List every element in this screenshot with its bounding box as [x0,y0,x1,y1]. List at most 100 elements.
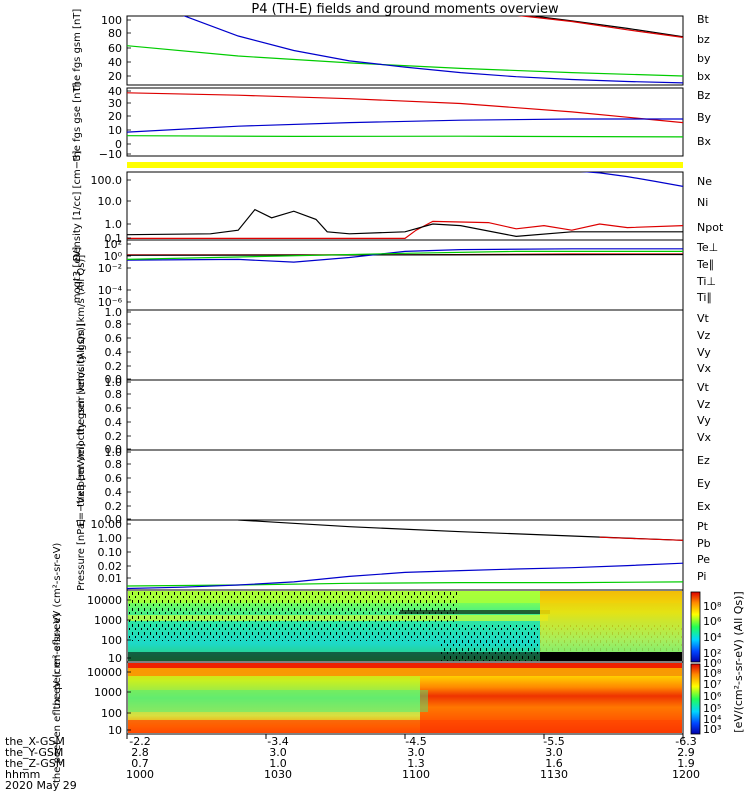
series-group-moqt3 [127,248,683,263]
legend-e-field-Ex: Ex [697,500,711,513]
footer-value-y: 3.0 [269,746,287,759]
series-group-pressure [127,520,683,590]
footer-value-z: 1.0 [269,757,287,770]
legend-peer-velocity-Vt: Vt [697,381,710,394]
panel-frame-e-field [126,449,684,521]
ytick-peir-velocity: 0.8 [105,318,123,331]
legend-peir-velocity-Vx: Vx [697,362,712,375]
series-pressure-Pt [238,520,683,541]
panel-frame-moqt3 [126,239,684,311]
legend-pressure-Pi: Pi [697,570,706,583]
ytick-peer-spectrogram: 10000 [87,666,122,679]
series-fgs-gsm-Bt [528,16,683,38]
ytick-moqt3: 10⁻⁴ [98,284,123,297]
ylabel-fgs-gse: the fgs gse [nT] [72,82,83,161]
ytick-fgs-gsm: 100 [101,14,122,27]
ytick-fgs-gsm: 20 [108,70,122,83]
ytick-e-field: 1.0 [105,446,123,459]
footer-value-z: 1.6 [545,757,563,770]
legend-fgs-gse-By: By [697,111,712,124]
ylabel-peir-spectrogram: the peir en eflux eV (cm²-s-sr-eV) [52,543,63,710]
ytick-fgs-gsm: 60 [108,42,122,55]
ytick-moqt3: 10⁰ [104,250,123,263]
ytick-peir-spectrogram: 1000 [94,614,122,627]
panel-frame-peir-velocity [126,309,684,381]
ytick-pressure: 0.01 [98,572,123,585]
ytick-fgs-gsm: 40 [108,56,122,69]
ylabel-density: Density [1/cc] [cm−3] [72,151,83,262]
colorbar-tick: 10⁴ [703,713,722,726]
ylabel-peer-spectrogram: the peer en eflux eV (cm²-s-sr-eV) [52,613,63,783]
ytick-moqt3: 10⁻² [98,262,122,275]
series-group-fgs-gsm [127,16,683,84]
legend-moqt3-Ti⊥: Ti⊥ [696,275,716,288]
legend-pressure-Pb: Pb [697,537,711,550]
ytick-peer-spectrogram: 100 [101,707,122,720]
ytick-pressure: 10.00 [91,518,123,531]
footer-value-time: 1000 [126,768,154,781]
colorbar-tick: 10⁰ [703,657,722,670]
ytick-fgs-gse: 0 [115,138,122,151]
ylabel-fgs-gsm: the fgs gsm [nT] [72,9,83,92]
legend-peir-velocity-Vt: Vt [697,312,710,325]
ytick-peer-velocity: 1.0 [105,376,123,389]
legend-fgs-gsm-by: by [697,52,711,65]
footer-value-time: 1030 [264,768,292,781]
legend-density-Ne: Ne [697,175,712,188]
series-pressure-Pi [127,562,683,590]
legend-pressure-Pt: Pt [697,520,709,533]
ytick-density: 0.1 [105,232,123,245]
series-fgs-gsm-bx [182,16,683,84]
footer-row-label: the_X-GSM [5,735,65,748]
ytick-fgs-gsm: 80 [108,27,122,40]
ytick-density: 1.0 [105,218,123,231]
footer-value-x: -2.2 [129,735,150,748]
footer-value-y: 3.0 [407,746,425,759]
ytick-peer-velocity: 0.6 [105,402,123,415]
footer-row-label: hhmm [5,768,40,781]
footer-value-z: 0.7 [131,757,149,770]
ytick-e-field: 0.0 [105,513,123,526]
legend-peir-velocity-Vz: Vz [697,329,711,342]
ylabel-peir-velocity: the peir velocity gsm [km/s (All Qs)] [76,255,87,436]
ytick-e-field: 0.2 [105,500,123,513]
legend-peer-velocity-Vy: Vy [697,414,711,427]
colorbar-tick: 10⁸ [703,667,722,680]
legend-fgs-gsm-Bt: Bt [697,13,710,26]
series-pressure-Pb [599,536,683,541]
ytick-fgs-gse: 40 [108,85,122,98]
ytick-peir-spectrogram: 10 [108,652,122,665]
ytick-fgs-gse: 20 [108,110,122,123]
footer-value-time: 1200 [672,768,700,781]
legend-e-field-Ez: Ez [697,454,710,467]
colorbar-tick: 10⁷ [703,678,721,691]
peir-spectrogram-image [128,591,682,661]
legend-fgs-gse-Bz: Bz [697,89,711,102]
legend-peir-velocity-Vy: Vy [697,346,711,359]
ytick-density: 10.0 [98,195,123,208]
ytick-e-field: 0.8 [105,458,123,471]
series-group-fgs-gse [127,92,683,138]
ytick-fgs-gse: 30 [108,97,122,110]
ytick-density: 100.0 [91,174,123,187]
y-axis-labels: the fgs gsm [nT] the fgs gse [nT] Densit… [52,9,87,783]
series-group-density [127,172,683,239]
legend-e-field-Ey: Ey [697,477,711,490]
footer-value-x: -4.5 [405,735,426,748]
data-lines [127,16,683,590]
legend-fgs-gsm-bz: bz [697,33,710,46]
colorbar-tick: 10⁶ [703,615,722,628]
legend-fgs-gsm-bx: bx [697,70,711,83]
ytick-peir-spectrogram: 100 [101,634,122,647]
legend-moqt3-Ti∥: Ti∥ [696,291,712,304]
panel-frame-pressure [126,519,684,591]
panel-frame-peer-velocity [126,379,684,451]
peer-spectrogram-image [128,663,682,733]
legend-pressure-Pe: Pe [697,553,710,566]
colorbar-tick: 10⁵ [703,702,721,715]
footer-value-z: 1.3 [407,757,425,770]
series-fgs-gse-Bz [127,92,683,124]
colorbar-peer [690,663,701,735]
